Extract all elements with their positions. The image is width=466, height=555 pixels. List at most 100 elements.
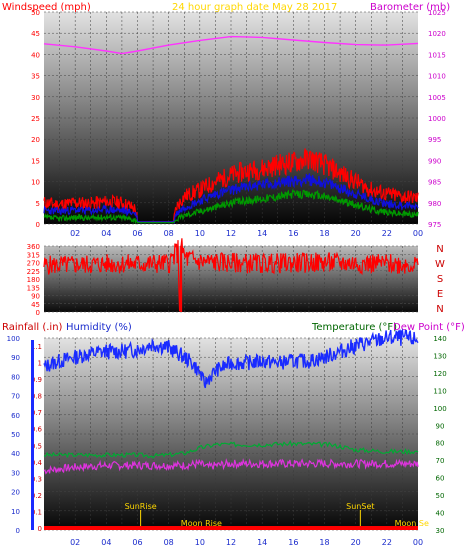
x-tick-label: 10 bbox=[195, 538, 205, 547]
wind-series-line bbox=[43, 148, 419, 223]
humidity-tick-label: 80 bbox=[11, 373, 20, 381]
rain-tick-label: 0.6 bbox=[31, 426, 43, 434]
x-tick-label: 04 bbox=[101, 229, 111, 238]
wind-tick-label: 40 bbox=[31, 51, 40, 59]
astro-label: Moon Se bbox=[395, 519, 429, 528]
wind-tick-label: 5 bbox=[36, 200, 40, 208]
x-tick-label: 16 bbox=[288, 229, 298, 238]
direction-tick-label: 270 bbox=[27, 260, 40, 268]
temperature-tick-label: 120 bbox=[433, 370, 446, 378]
x-tick-label: 14 bbox=[257, 538, 267, 547]
direction-tick-label: 45 bbox=[31, 301, 40, 309]
humidity-tick-label: 100 bbox=[7, 335, 20, 343]
x-tick-label: 02 bbox=[70, 538, 80, 547]
wind-series-line bbox=[43, 173, 419, 225]
direction-series-line bbox=[43, 238, 419, 312]
temperature-tick-label: 60 bbox=[436, 475, 445, 483]
x-tick-label: 12 bbox=[226, 229, 236, 238]
x-tick-label: 14 bbox=[257, 229, 267, 238]
humidity-tick-label: 50 bbox=[11, 431, 20, 439]
x-tick-label: 02 bbox=[70, 229, 80, 238]
direction-tick-label: 0 bbox=[36, 309, 40, 317]
temperature-tick-label: 80 bbox=[436, 440, 445, 448]
temperature-tick-label: 140 bbox=[433, 335, 446, 343]
humidity-axis-label: Humidity (%) bbox=[66, 322, 132, 333]
barometer-tick-label: 980 bbox=[428, 200, 441, 208]
barometer-tick-label: 995 bbox=[428, 136, 441, 144]
barometer-tick-label: 1005 bbox=[428, 94, 446, 102]
humidity-tick-label: 30 bbox=[11, 469, 20, 477]
astro-label: SunRise bbox=[125, 502, 157, 511]
humidity-series-line bbox=[43, 328, 419, 389]
compass-label: E bbox=[437, 289, 443, 300]
wind-tick-label: 45 bbox=[31, 30, 40, 38]
humidity-tick-label: 20 bbox=[11, 489, 20, 497]
temperature-tick-label: 130 bbox=[433, 352, 446, 360]
direction-tick-label: 360 bbox=[27, 243, 40, 251]
barometer-series-line bbox=[43, 35, 419, 55]
humidity-tick-label: 60 bbox=[11, 412, 20, 420]
rain-tick-label: 1 bbox=[38, 360, 42, 368]
direction-tick-label: 225 bbox=[27, 268, 40, 276]
barometer-tick-label: 1000 bbox=[428, 115, 446, 123]
dewpoint-axis-label: Dew Point (°F) bbox=[393, 322, 465, 333]
dewpoint-series-line bbox=[43, 458, 419, 475]
temperature-tick-label: 70 bbox=[436, 457, 445, 465]
humidity-tick-label: 90 bbox=[11, 354, 20, 362]
x-tick-label: 08 bbox=[164, 538, 174, 547]
wind-series-line bbox=[43, 188, 419, 225]
humidity-tick-label: 70 bbox=[11, 393, 20, 401]
astro-label: SunSet bbox=[346, 502, 374, 511]
barometer-tick-label: 1020 bbox=[428, 30, 446, 38]
compass-label: W bbox=[435, 259, 445, 270]
x-tick-label: 08 bbox=[164, 229, 174, 238]
rain-tick-label: 0.3 bbox=[31, 475, 42, 483]
rain-tick-label: 0.7 bbox=[31, 409, 42, 417]
x-tick-label: 12 bbox=[226, 538, 236, 547]
temperature-tick-label: 90 bbox=[436, 422, 445, 430]
barometer-tick-label: 985 bbox=[428, 179, 441, 187]
direction-tick-label: 315 bbox=[27, 251, 40, 259]
temperature-axis-label: Temperature (°F) bbox=[311, 322, 397, 333]
rain-tick-label: 0.2 bbox=[31, 492, 42, 500]
wind-tick-label: 25 bbox=[31, 115, 40, 123]
barometer-tick-label: 1025 bbox=[428, 9, 446, 17]
x-tick-label: 00 bbox=[413, 538, 423, 547]
barometer-axis-label: Barometer (mb) bbox=[370, 2, 450, 13]
direction-tick-label: 135 bbox=[27, 284, 40, 292]
rainfall-baseline bbox=[44, 526, 418, 530]
wind-axis-label: Windspeed (mph) bbox=[2, 2, 91, 13]
rainfall-axis-label: Rainfall (.in) bbox=[2, 322, 63, 333]
rain-tick-label: 1.1 bbox=[31, 343, 42, 351]
humidity-tick-label: 0 bbox=[16, 527, 20, 535]
humidity-tick-label: 10 bbox=[11, 508, 20, 516]
temperature-tick-label: 50 bbox=[436, 492, 445, 500]
direction-tick-label: 90 bbox=[31, 293, 40, 301]
direction-tick-label: 180 bbox=[27, 276, 40, 284]
temperature-tick-label: 110 bbox=[433, 387, 446, 395]
chart-title: 24 hour graph date May 28 2017 bbox=[172, 2, 337, 13]
wind-tick-label: 20 bbox=[31, 136, 40, 144]
x-tick-label: 16 bbox=[288, 538, 298, 547]
rain-tick-label: 0 bbox=[38, 525, 42, 533]
rainfall-scale-bar bbox=[31, 340, 34, 530]
x-tick-label: 22 bbox=[382, 538, 392, 547]
wind-tick-label: 30 bbox=[31, 94, 40, 102]
temperature-tick-label: 30 bbox=[436, 527, 445, 535]
wind-tick-label: 15 bbox=[31, 157, 40, 165]
rain-tick-label: 0.8 bbox=[31, 393, 42, 401]
x-tick-label: 20 bbox=[351, 229, 361, 238]
barometer-tick-label: 990 bbox=[428, 157, 441, 165]
compass-label: N bbox=[436, 304, 443, 315]
rain-tick-label: 0.1 bbox=[31, 508, 42, 516]
temperature-tick-label: 100 bbox=[433, 405, 446, 413]
temperature-tick-label: 40 bbox=[436, 510, 445, 518]
temperature-series-line bbox=[43, 439, 419, 459]
astro-label: Moon Rise bbox=[181, 519, 222, 528]
compass-label: N bbox=[436, 244, 443, 255]
x-tick-label: 18 bbox=[319, 538, 329, 547]
rain-tick-label: 0.5 bbox=[31, 442, 42, 450]
humidity-tick-label: 40 bbox=[11, 450, 20, 458]
x-tick-label: 10 bbox=[195, 229, 205, 238]
